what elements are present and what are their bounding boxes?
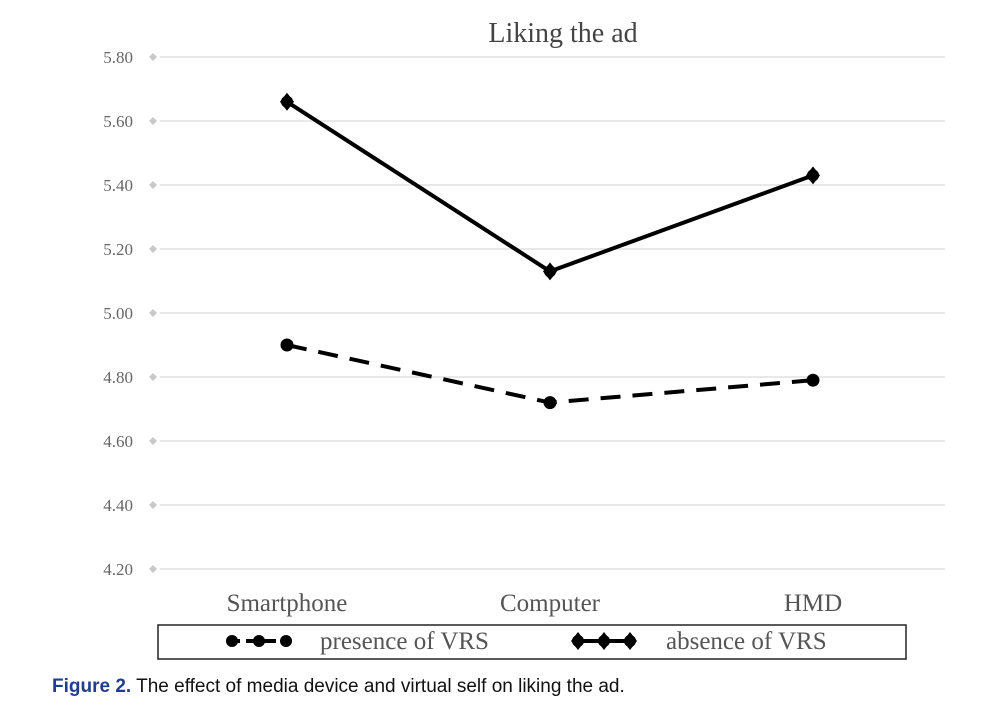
- data-point: [280, 338, 294, 352]
- y-tick-label: 4.40: [103, 496, 133, 515]
- y-tick-label: 5.40: [103, 176, 133, 195]
- data-point: [598, 635, 610, 647]
- legend-marker: [280, 635, 292, 647]
- legend: presence of VRS absence of VRS: [157, 624, 907, 660]
- series-line: [285, 100, 814, 274]
- data-point: [624, 635, 636, 647]
- y-tick-label: 5.20: [103, 240, 133, 259]
- y-tick-label: 5.60: [103, 112, 133, 131]
- caption-label: Figure 2.: [52, 676, 132, 697]
- y-tick-label: 4.80: [103, 368, 133, 387]
- legend-marker: [253, 635, 265, 647]
- legend-label: presence of VRS: [320, 628, 489, 655]
- y-tick-marker: [149, 373, 157, 381]
- legend-label: absence of VRS: [666, 628, 827, 655]
- y-tick-marker: [149, 309, 157, 317]
- data-point: [572, 635, 584, 647]
- x-tick-label: Computer: [500, 590, 601, 617]
- x-axis-ticks: Smartphone Computer HMD: [227, 590, 843, 617]
- y-tick-label: 4.20: [103, 560, 133, 579]
- y-tick-marker: [149, 53, 157, 61]
- x-tick-label: Smartphone: [227, 590, 348, 617]
- x-tick-label: HMD: [784, 590, 842, 617]
- grid-lines: [149, 53, 945, 573]
- y-tick-label: 5.80: [103, 48, 133, 67]
- y-tick-label: 5.00: [103, 304, 133, 323]
- data-point: [543, 396, 557, 410]
- y-tick-marker: [149, 437, 157, 445]
- y-tick-marker: [149, 117, 157, 125]
- data-point: [807, 169, 819, 182]
- chart-title: Liking the ad: [488, 18, 637, 49]
- y-tick-marker: [149, 565, 157, 573]
- y-tick-marker: [149, 245, 157, 253]
- y-axis-ticks: 5.80 5.60 5.40 5.20 5.00 4.80 4.60 4.40 4.20: [103, 48, 133, 579]
- legend-item: absence of VRS: [571, 628, 827, 655]
- legend-box: [157, 624, 907, 660]
- series-presence: [280, 338, 820, 410]
- series-line: [286, 343, 814, 405]
- y-tick-label: 4.60: [103, 432, 133, 451]
- figure-caption: Figure 2. The effect of media device and…: [52, 676, 625, 698]
- series-absence: [280, 92, 820, 281]
- legend-marker: [226, 635, 238, 647]
- line-chart: Liking the ad 5.80 5.60 5.40 5.20 5.00 4.80 4.…: [103, 18, 945, 660]
- data-point: [806, 373, 820, 387]
- data-point: [281, 95, 293, 108]
- series-group: [280, 92, 820, 410]
- caption-text: The effect of media device and virtual s…: [136, 676, 625, 697]
- y-tick-marker: [149, 181, 157, 189]
- y-tick-marker: [149, 501, 157, 509]
- data-point: [544, 265, 556, 278]
- legend-item: presence of VRS: [226, 628, 489, 655]
